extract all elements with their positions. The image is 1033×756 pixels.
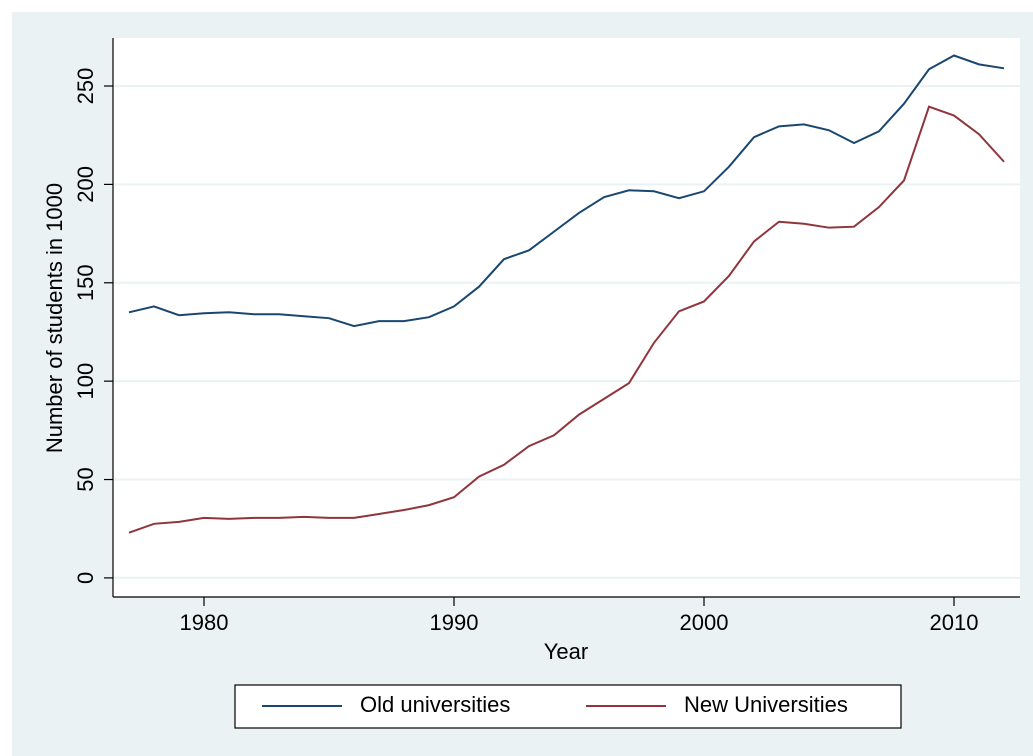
plot-area [113,38,1020,597]
x-tick-label: 1990 [430,610,479,635]
y-tick-label: 50 [73,467,98,491]
y-tick-label: 0 [73,572,98,584]
y-axis-title: Number of students in 1000 [42,183,67,453]
x-axis-title: Year [544,639,588,664]
y-tick-label: 250 [73,68,98,105]
series-line [128,54,1005,328]
series-line [128,105,1005,534]
legend-label: Old universities [360,692,510,717]
y-tick-label: 150 [73,264,98,301]
x-tick-label: 2000 [680,610,729,635]
x-tick-label: 2010 [930,610,979,635]
y-tick-label: 200 [73,166,98,203]
y-tick-label: 100 [73,363,98,400]
x-tick-label: 1980 [180,610,229,635]
legend-label: New Universities [684,692,848,717]
legend [234,684,902,729]
